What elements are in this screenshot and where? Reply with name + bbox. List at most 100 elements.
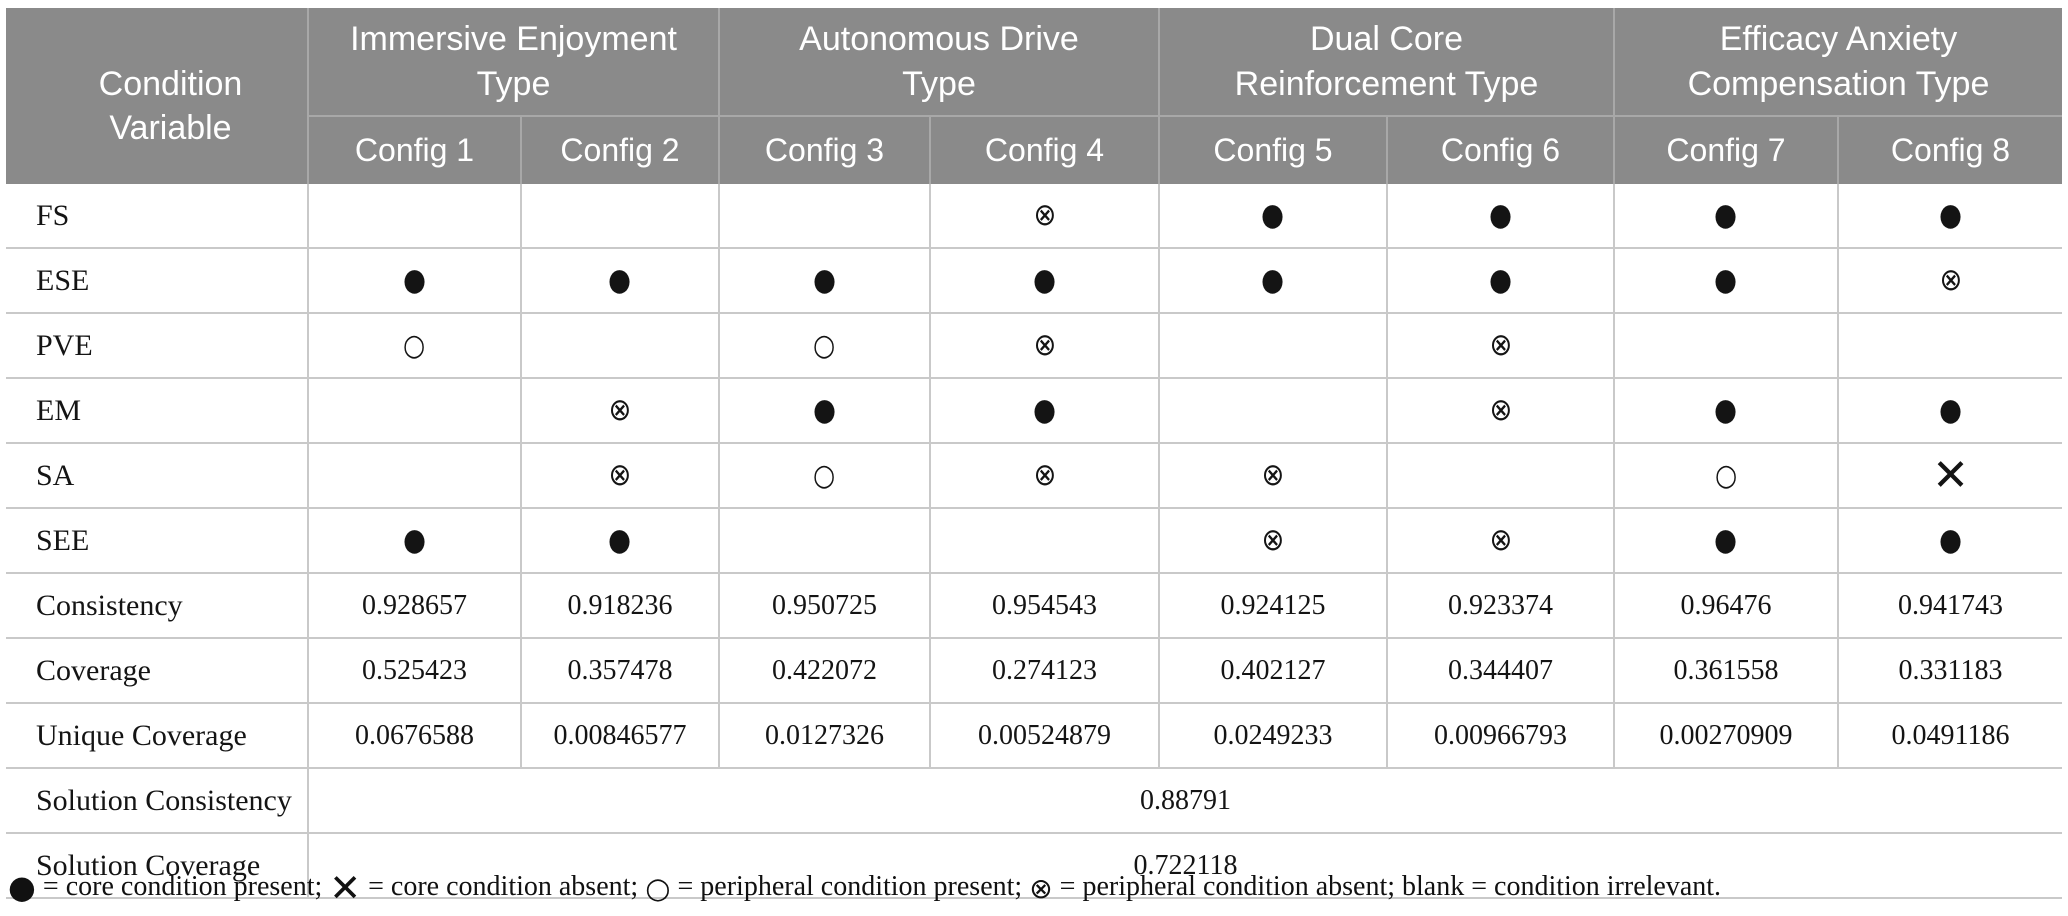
corner-header: Condition Variable bbox=[6, 8, 309, 184]
metric-value: 0.918236 bbox=[520, 572, 720, 639]
core-present-icon: ● bbox=[1032, 262, 1057, 298]
corner-header-label: Condition Variable bbox=[98, 64, 243, 147]
core-present-icon: ● bbox=[1714, 197, 1738, 233]
core-present-icon: ● bbox=[1714, 392, 1738, 428]
legend-peripheral-present-icon: ○ bbox=[645, 871, 671, 905]
condition-cell: ⊗ bbox=[520, 442, 720, 509]
core-present-icon: ● bbox=[402, 262, 427, 298]
legend-peripheral-absent-icon: ⊗ bbox=[1029, 872, 1053, 905]
metric-row-coverage: Coverage 0.525423 0.357478 0.422072 0.274123… bbox=[6, 637, 2062, 704]
metric-value: 0.00966793 bbox=[1386, 702, 1615, 769]
core-present-icon: ● bbox=[608, 522, 632, 558]
config-header-7: Config 7 bbox=[1613, 115, 1839, 184]
metric-value: 0.96476 bbox=[1613, 572, 1839, 639]
condition-cell: ● bbox=[1158, 184, 1388, 249]
legend-text: = peripheral condition present; bbox=[670, 871, 1030, 902]
core-present-icon: ● bbox=[1261, 197, 1285, 233]
config-header-row: Config 1 Config 2 Config 3 Config 4 Conf… bbox=[6, 115, 2062, 184]
group-header-label: Autonomous Drive Type bbox=[799, 20, 1079, 103]
condition-cell: ⊗ bbox=[1837, 247, 2062, 314]
core-present-icon: ● bbox=[1261, 262, 1285, 298]
condition-row-sa: SA ⊗ ○ ⊗ ⊗ ○ ✕ bbox=[6, 442, 2062, 509]
metric-value: 0.00524879 bbox=[929, 702, 1160, 769]
qca-table: Condition Variable Immersive Enjoyment T… bbox=[6, 8, 2062, 899]
group-header-row: Condition Variable Immersive Enjoyment T… bbox=[6, 8, 2062, 184]
metric-value: 0.941743 bbox=[1837, 572, 2062, 639]
condition-cell: ⊗ bbox=[1386, 377, 1615, 444]
peripheral-absent-icon: ⊗ bbox=[1261, 457, 1285, 493]
condition-cell: ○ bbox=[718, 442, 931, 509]
table-footnote: ● = core condition present; ✕ = core con… bbox=[8, 866, 2060, 910]
condition-cell: ● bbox=[307, 247, 522, 314]
core-present-icon: ● bbox=[1714, 262, 1738, 298]
metric-value: 0.00270909 bbox=[1613, 702, 1839, 769]
condition-cell bbox=[1386, 442, 1615, 509]
condition-cell: ● bbox=[929, 247, 1160, 314]
condition-cell: ● bbox=[1613, 184, 1839, 249]
group-header-dual-core-reinforcement: Dual Core Reinforcement Type bbox=[1158, 8, 1615, 117]
condition-cell: ● bbox=[1613, 247, 1839, 314]
condition-cell: ● bbox=[1837, 377, 2062, 444]
core-present-icon: ● bbox=[1938, 522, 1963, 558]
metric-value: 0.0127326 bbox=[718, 702, 931, 769]
condition-cell: ● bbox=[1837, 184, 2062, 249]
row-label: Solution Coverage bbox=[6, 832, 309, 899]
peripheral-absent-icon: ⊗ bbox=[1489, 522, 1512, 558]
core-present-icon: ● bbox=[812, 392, 837, 428]
condition-cell bbox=[1158, 377, 1388, 444]
row-label: Unique Coverage bbox=[6, 702, 309, 769]
metric-value: 0.357478 bbox=[520, 637, 720, 704]
condition-cell bbox=[520, 312, 720, 379]
group-header-autonomous-drive: Autonomous Drive Type bbox=[718, 8, 1160, 117]
row-label: Consistency bbox=[6, 572, 309, 639]
solution-row-solution-coverage: Solution Coverage 0.722118 bbox=[6, 832, 2062, 899]
condition-row-see: SEE ● ● ⊗ ⊗ ● ● bbox=[6, 507, 2062, 574]
row-label: SA bbox=[6, 442, 309, 509]
peripheral-present-icon: ○ bbox=[1714, 457, 1738, 493]
peripheral-absent-icon: ⊗ bbox=[608, 392, 632, 428]
config-header-2: Config 2 bbox=[520, 115, 720, 184]
condition-cell: ● bbox=[1613, 507, 1839, 574]
metric-value: 0.928657 bbox=[307, 572, 522, 639]
legend-text: = core condition absent; bbox=[361, 871, 646, 902]
peripheral-absent-icon: ⊗ bbox=[1489, 392, 1512, 428]
condition-row-ese: ESE ● ● ● ● ● ● ● ⊗ bbox=[6, 247, 2062, 314]
row-label: Coverage bbox=[6, 637, 309, 704]
core-present-icon: ● bbox=[1488, 197, 1513, 233]
config-header-5: Config 5 bbox=[1158, 115, 1388, 184]
metric-value: 0.0491186 bbox=[1837, 702, 2062, 769]
config-header-3: Config 3 bbox=[718, 115, 931, 184]
metric-value: 0.274123 bbox=[929, 637, 1160, 704]
condition-cell: ✕ bbox=[1837, 442, 2062, 509]
peripheral-absent-icon: ⊗ bbox=[1033, 457, 1056, 493]
condition-cell bbox=[307, 377, 522, 444]
condition-cell: ● bbox=[307, 507, 522, 574]
row-label: FS bbox=[6, 184, 309, 249]
row-label: SEE bbox=[6, 507, 309, 574]
table-header: Condition Variable Immersive Enjoyment T… bbox=[6, 8, 2062, 184]
condition-cell: ● bbox=[520, 247, 720, 314]
solution-row-solution-consistency: Solution Consistency 0.88791 bbox=[6, 767, 2062, 834]
condition-cell: ⊗ bbox=[929, 184, 1160, 249]
row-label: PVE bbox=[6, 312, 309, 379]
peripheral-present-icon: ○ bbox=[813, 327, 836, 363]
condition-cell bbox=[718, 184, 931, 249]
group-header-label: Dual Core Reinforcement Type bbox=[1234, 20, 1539, 103]
group-header-label: Immersive Enjoyment Type bbox=[350, 20, 677, 103]
row-label: ESE bbox=[6, 247, 309, 314]
condition-cell: ● bbox=[1158, 247, 1388, 314]
metric-value: 0.923374 bbox=[1386, 572, 1615, 639]
condition-cell: ○ bbox=[718, 312, 931, 379]
core-present-icon: ● bbox=[1032, 392, 1057, 428]
group-header-label: Efficacy Anxiety Compensation Type bbox=[1687, 20, 1990, 103]
metric-value: 0.402127 bbox=[1158, 637, 1388, 704]
metric-value: 0.950725 bbox=[718, 572, 931, 639]
table-body: FS ⊗ ● ● ● ● ESE ● ● ● ● ● ● ● ⊗ PVE ○ ○ ⊗ ⊗ EM ⊗ ● ● ⊗ ● ● SA ⊗ ○ ⊗ ⊗ ○… bbox=[6, 184, 2062, 899]
metric-value: 0.924125 bbox=[1158, 572, 1388, 639]
group-header-efficacy-anxiety-compensation: Efficacy Anxiety Compensation Type bbox=[1613, 8, 2062, 117]
metric-value: 0.361558 bbox=[1613, 637, 1839, 704]
metric-value: 0.0676588 bbox=[307, 702, 522, 769]
condition-cell: ⊗ bbox=[929, 442, 1160, 509]
legend-core-present-icon: ● bbox=[8, 868, 36, 906]
